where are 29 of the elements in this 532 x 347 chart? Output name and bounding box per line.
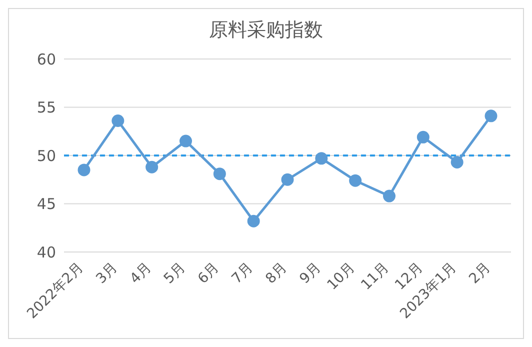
point: [450, 156, 464, 169]
x-tick-label: 9月: [296, 260, 324, 288]
point: [180, 134, 192, 148]
point: [112, 114, 124, 128]
x-tick-label: 7月: [228, 260, 256, 288]
y-tick-label: 45: [36, 195, 56, 214]
x-tick-label: 8月: [262, 260, 290, 288]
point: [484, 110, 498, 122]
y-tick-label: 60: [36, 50, 56, 68]
x-tick-label: 6月: [194, 260, 222, 288]
point: [213, 168, 226, 180]
point: [146, 160, 158, 174]
x-tick-label: 11月: [358, 260, 392, 294]
point: [349, 174, 362, 187]
y-tick-label: 40: [36, 243, 56, 262]
chart-title: 原料采购指数: [208, 18, 324, 43]
y-tick-label: 50: [36, 146, 56, 165]
x-tick-label: 3月: [93, 260, 121, 288]
point: [78, 164, 90, 176]
x-tick-label: 4月: [127, 260, 155, 288]
y-tick-label: 55: [36, 98, 56, 117]
x-tick-label: 2月: [466, 260, 494, 288]
point: [416, 130, 430, 144]
point: [315, 152, 328, 165]
point: [281, 173, 294, 186]
x-tick-label: 5月: [161, 260, 189, 288]
point: [383, 190, 396, 202]
point: [247, 214, 260, 228]
x-tick-label: 10月: [324, 260, 358, 294]
